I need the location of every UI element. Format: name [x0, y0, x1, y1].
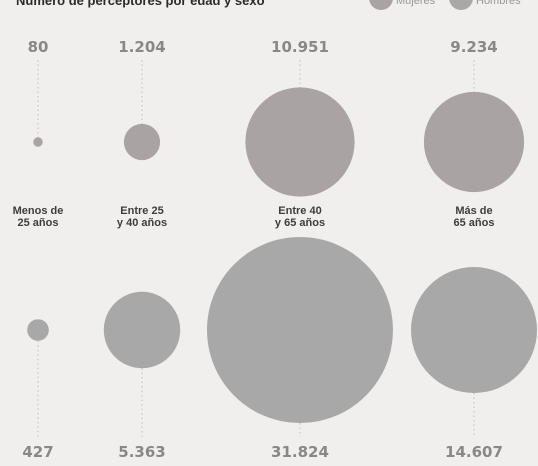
bubble-mujeres-3	[245, 87, 355, 197]
category-label: y 40 años	[117, 217, 167, 229]
category-label: Entre 25	[120, 205, 163, 217]
legend-swatch-hombres	[449, 0, 473, 10]
bubble-hombres-1	[27, 319, 49, 341]
legend-swatch-mujeres	[369, 0, 393, 10]
value-label-mujeres: 1.204	[118, 38, 165, 56]
chart-title-group: Número de perceptores por edad y sexo	[16, 0, 265, 8]
chart-legend: Mujeres Hombres	[369, 0, 521, 10]
bubble-hombres-4	[411, 267, 537, 393]
category-label: 65 años	[454, 217, 495, 229]
category-label: Entre 40	[278, 205, 321, 217]
bubble-hombres-2	[103, 291, 181, 369]
category-label: Más de	[455, 205, 492, 217]
bubble-mujeres-2	[123, 123, 161, 161]
value-label-hombres: 14.607	[445, 443, 503, 461]
bubbles	[27, 87, 537, 423]
legend-label-hombres: Hombres	[476, 0, 521, 7]
value-label-hombres: 31.824	[271, 443, 329, 461]
value-label-mujeres: 80	[28, 38, 49, 56]
category-label: 25 años	[18, 217, 59, 229]
value-label-hombres: 5.363	[118, 443, 165, 461]
value-label-mujeres: 9.234	[450, 38, 497, 56]
chart-title: Número de perceptores por edad y sexo	[16, 0, 265, 8]
labels: 80 1.204 10.951 9.234 427 5.363 31.824 14.607 Me…	[13, 38, 503, 461]
legend-label-mujeres: Mujeres	[396, 0, 436, 7]
category-label: Menos de	[13, 205, 64, 217]
bubble-mujeres-1	[33, 137, 43, 147]
category-label: y 65 años	[275, 217, 325, 229]
bubble-hombres-3	[207, 237, 393, 423]
bubble-mujeres-4	[423, 91, 525, 193]
guide-lines	[37, 60, 475, 437]
value-label-mujeres: 10.951	[271, 38, 329, 56]
value-label-hombres: 427	[22, 443, 53, 461]
